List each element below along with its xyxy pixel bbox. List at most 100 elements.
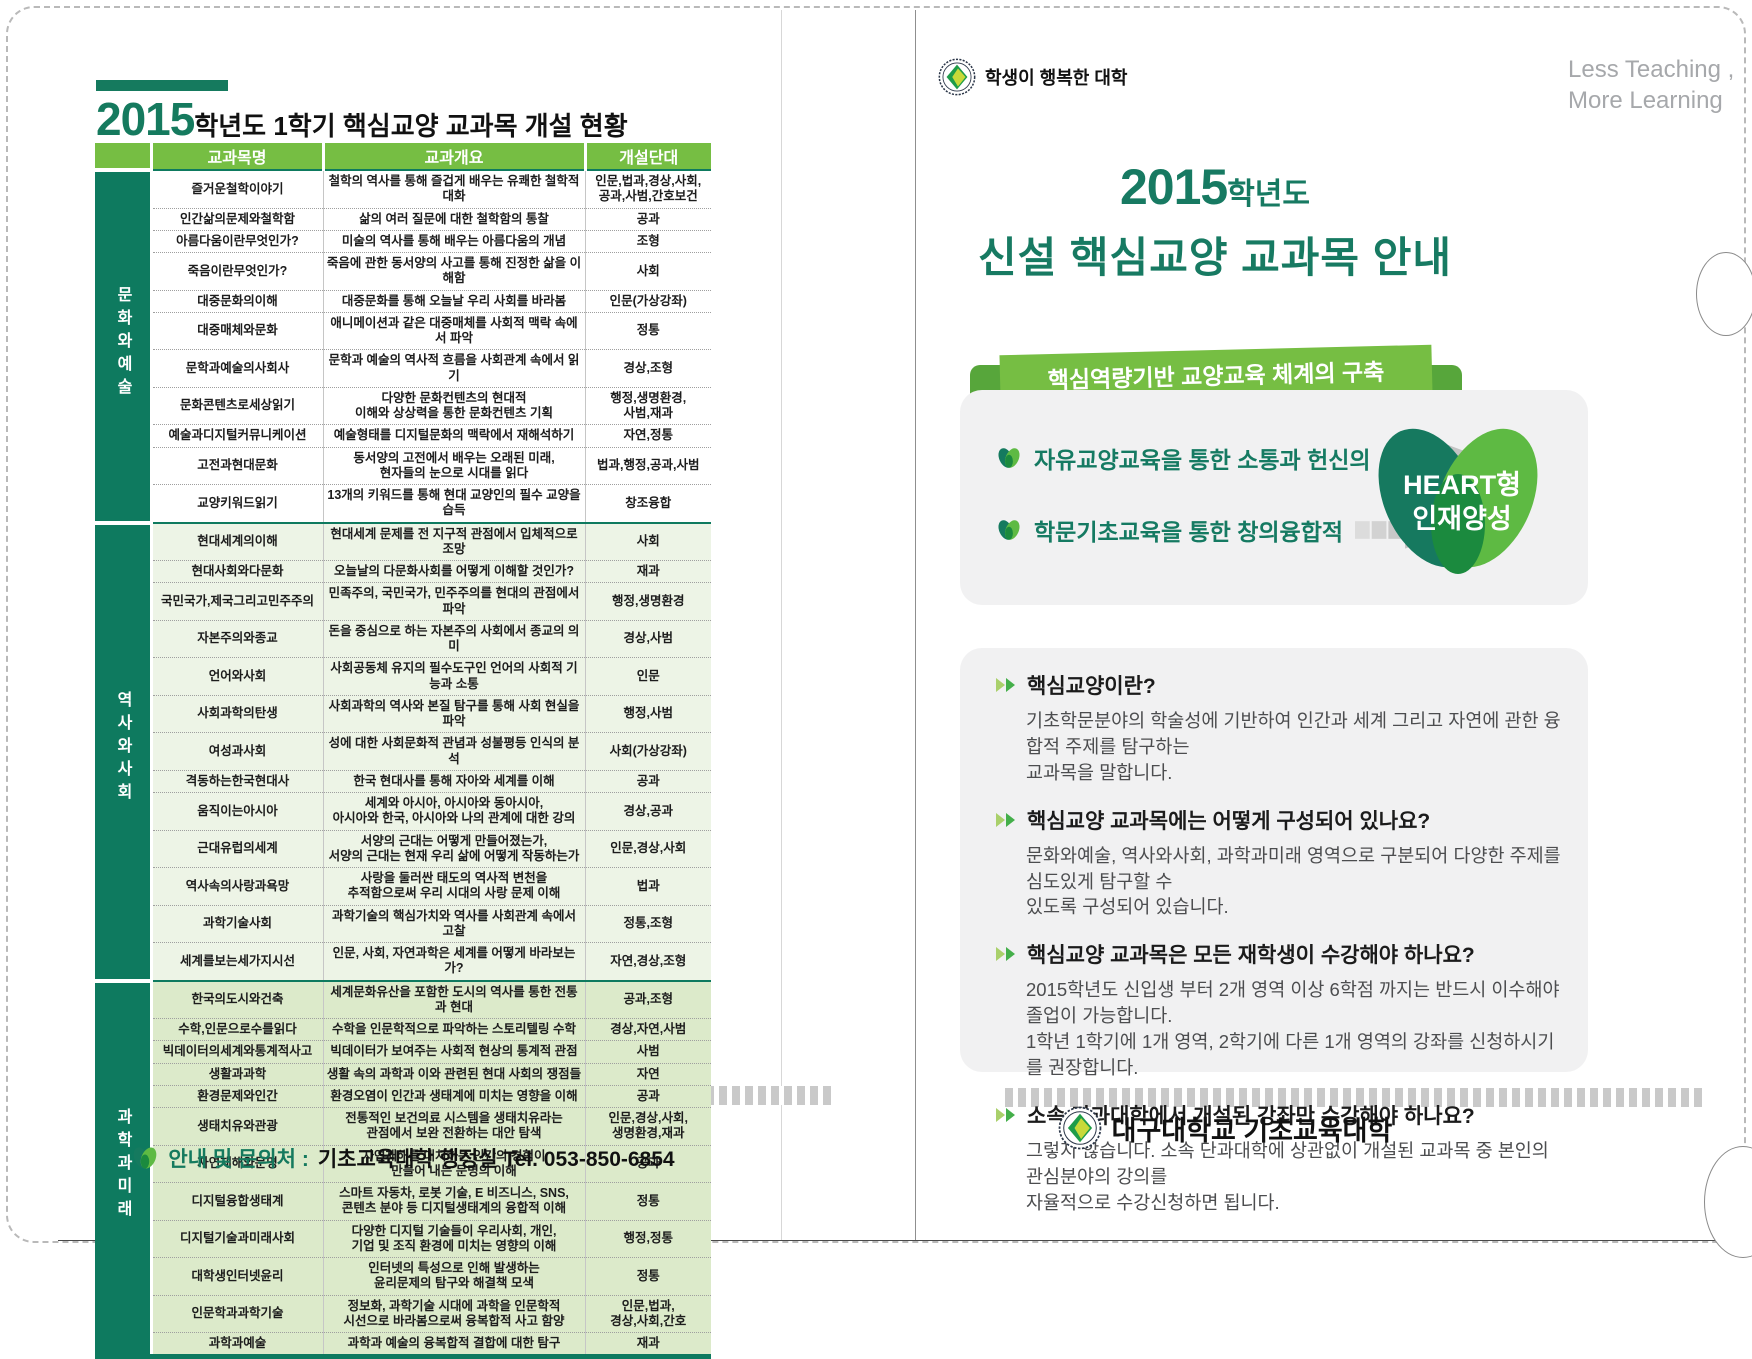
course-desc-cell: 대중문화를 통해 오늘날 우리 사회를 바라봄	[323, 290, 586, 313]
table-row: 역사와사회 현대세계의이해 현대세계 문제를 전 지구적 관점에서 입체적으로 조망…	[95, 520, 711, 983]
course-name-cell: 사회과학의탄생	[151, 695, 324, 734]
course-name-cell: 근대유럽의세계	[151, 830, 324, 868]
header-course-desc: 교과개요	[323, 143, 587, 170]
table-row: 사회과학의탄생 사회과학의 역사와 본질 탐구를 통해 사회 현실을 파악 행정,사…	[95, 695, 711, 734]
course-name-cell: 생태치유와관광	[151, 1107, 324, 1146]
course-college-cell: 자연,경상,조형	[585, 942, 711, 981]
contact-label: 안내 및 문의처 :	[168, 1148, 309, 1171]
folder-corner-notch	[1704, 1146, 1752, 1258]
course-college-cell: 정통,조형	[585, 905, 711, 943]
course-college-cell: 재과	[585, 560, 711, 584]
course-college-cell: 자연	[585, 1063, 711, 1086]
course-table: 교과목명 교과개요 개설단대 문화와예술 즐거운철학이야기 철학의 역사를 통해 즐…	[95, 143, 711, 1359]
course-desc-cell: 사회공동체 유지의 필수도구인 언어의 사회적 기능과 소통	[323, 657, 586, 696]
right-title-line2: 신설 핵심교양 교과목 안내	[977, 234, 1453, 281]
course-college-cell: 행정,생명환경	[585, 582, 711, 621]
slogan-line1: Less Teaching ,	[1568, 56, 1735, 83]
course-name-cell: 수학,인문으로수를읽다	[151, 1018, 324, 1042]
answer-text: 그렇지 않습니다. 소속 단과대학에 상관없이 개설된 교과목 중 본인의 관심…	[1026, 1139, 1549, 1213]
contact-line: 안내 및 문의처 : 기초교육대학 행정실 Tel. 053-850-6854	[95, 1143, 711, 1173]
course-name-cell: 과학과예술	[151, 1332, 324, 1358]
course-desc-cell: 다양한 디지털 기술들이 우리사회, 개인, 기업 및 조직 환경에 미치는 영…	[323, 1220, 586, 1258]
table-row: 환경문제와인간 환경오염이 인간과 생태계에 미치는 영향을 이해 공과	[95, 1085, 711, 1109]
course-desc-cell: 삶의 여러 질문에 대한 철학함의 통찰	[323, 208, 586, 231]
table-row: 문화콘텐츠로세상읽기 다양한 문화컨텐츠의 현대적 이해와 상상력을 통한 문화컨…	[95, 387, 711, 426]
course-college-cell: 정통	[585, 312, 711, 351]
course-college-cell: 인문(가상강좌)	[585, 290, 711, 313]
course-name-cell: 한국의도시와건축	[151, 979, 324, 1019]
slogan: Less Teaching , More Learning	[1568, 55, 1748, 116]
course-college-cell: 인문,경상,사회, 생명환경,재과	[585, 1107, 711, 1146]
course-desc-cell: 생활 속의 과학과 이와 관련된 현대 사회의 쟁점들	[323, 1063, 586, 1086]
table-row: 인문학과과학기술 정보화, 과학기술 시대에 과학을 인문학적 시선으로 바라봄으…	[95, 1295, 711, 1333]
course-desc-cell: 빅데이터가 보여주는 사회적 현상의 통계적 관점	[323, 1040, 586, 1064]
course-desc-cell: 과학기술의 핵심가치와 역사를 사회관계 속에서 고찰	[323, 905, 586, 943]
course-desc-cell: 민족주의, 국민국가, 민주주의를 현대의 관점에서 파악	[323, 582, 586, 621]
qna-list: 핵심교양이란? 기초학문분야의 학술성에 기반하여 인간과 세계 그리고 자연에 …	[995, 670, 1570, 1235]
course-college-cell: 법과,행정,공과,사범	[585, 447, 711, 485]
footer-text: 대구대학교 기초교육대학	[1111, 1115, 1393, 1146]
course-college-cell: 사회	[585, 252, 711, 291]
footer-brand: 대구대학교 기초교육대학	[935, 1106, 1515, 1150]
answer-text: 2015학년도 신입생 부터 2개 영역 이상 6학점 까지는 반드시 이수해야…	[1026, 979, 1560, 1079]
table-row: 여성과사회 성에 대한 사회문화적 관념과 성불평등 인식의 분석 사회(가상강좌)	[95, 732, 711, 771]
page-fold-line	[781, 10, 782, 1240]
course-name-cell: 격동하는한국현대사	[151, 770, 324, 794]
course-desc-cell: 예술형태를 디지털문화의 맥락에서 재해석하기	[323, 424, 586, 448]
title-mid: 학년도 1학기	[194, 111, 343, 141]
course-desc-cell: 현대세계 문제를 전 지구적 관점에서 입체적으로 조망	[323, 521, 586, 561]
heart-diagram-panel: 자유교양교육을 통한 소통과 헌신의 학문기초교육을 통한 창의융합적 HEAR…	[960, 390, 1588, 605]
course-college-cell: 행정,정통	[585, 1220, 711, 1258]
question-text: 핵심교양 교과목에는 어떻게 구성되어 있나요?	[1027, 809, 1431, 833]
double-chevron-icon	[996, 812, 1015, 827]
course-college-cell: 정통	[585, 1182, 711, 1221]
table-row: 역사속의사랑과욕망 사랑을 둘러싼 태도의 역사적 변천을 추적함으로써 우리 시…	[95, 867, 711, 906]
table-row: 움직이는아시아 세계와 아시아, 아시아와 동아시아, 아시아와 한국, 아시아와…	[95, 792, 711, 831]
course-college-cell: 경상,공과	[585, 792, 711, 831]
course-name-cell: 환경문제와인간	[151, 1085, 324, 1109]
course-table-body: 문화와예술 즐거운철학이야기 철학의 역사를 통해 즐겁게 배우는 유쾌한 철학적 …	[95, 168, 711, 1359]
table-row: 대중문화의이해 대중문화를 통해 오늘날 우리 사회를 바라봄 인문(가상강좌)	[95, 290, 711, 313]
header-course-name: 교과목명	[151, 143, 325, 170]
table-row: 빅데이터의세계와통계적사고 빅데이터가 보여주는 사회적 현상의 통계적 관점 사범	[95, 1040, 711, 1064]
double-chevron-icon	[996, 947, 1015, 962]
table-row: 예술과디지털커뮤니케이션 예술형태를 디지털문화의 맥락에서 재해석하기 자연,정통	[95, 424, 711, 448]
course-name-cell: 예술과디지털커뮤니케이션	[151, 424, 324, 448]
course-name-cell: 여성과사회	[151, 732, 324, 771]
right-page-title: 2015학년도 신설 핵심교양 교과목 안내	[935, 158, 1495, 285]
course-name-cell: 인문학과과학기술	[151, 1295, 324, 1333]
course-desc-cell: 돈을 중심으로 하는 자본주의 사회에서 종교의 의미	[323, 620, 586, 659]
right-title-year: 2015	[1119, 159, 1228, 215]
course-name-cell: 역사속의사랑과욕망	[151, 867, 324, 906]
perforation-strip-right	[1005, 1088, 1702, 1107]
qna-item: 소속 단과대학에서 개설된 강좌만 수강해야 하나요? 그렇지 않습니다. 소속 …	[995, 1100, 1570, 1216]
double-chevron-icon	[996, 1107, 1015, 1122]
course-college-cell: 재과	[585, 1332, 711, 1358]
course-college-cell: 정통	[585, 1257, 711, 1296]
double-chevron-icon	[996, 678, 1015, 692]
course-name-cell: 국민국가,제국그리고민주주의	[151, 582, 324, 621]
course-college-cell: 자연,정통	[585, 424, 711, 448]
course-college-cell: 공과,조형	[585, 979, 711, 1019]
heart-logo: HEART형 인재양성	[1358, 412, 1558, 589]
course-name-cell: 대학생인터넷윤리	[151, 1257, 324, 1296]
course-name-cell: 움직이는아시아	[151, 792, 324, 831]
table-row: 대학생인터넷윤리 인터넷의 특성으로 인해 발생하는 윤리문제의 탐구와 해결책 …	[95, 1257, 711, 1296]
contact-value: 기초교육대학 행정실 Tel. 053-850-6854	[317, 1148, 675, 1171]
course-name-cell: 현대세계의이해	[151, 521, 324, 561]
course-desc-cell: 정보화, 과학기술 시대에 과학을 인문학적 시선으로 바라봄으로써 융복합적 …	[323, 1295, 586, 1333]
folder-bottom-edge	[58, 1240, 1746, 1241]
course-college-cell: 공과	[585, 1145, 711, 1183]
course-name-cell: 대중매체와문화	[151, 312, 324, 351]
course-desc-cell: 동서양의 고전에서 배우는 오래된 미래, 현자들의 눈으로 시대를 읽다	[323, 447, 586, 485]
table-row: 과학과미래 한국의도시와건축 세계문화유산을 포함한 도시의 역사를 통한 전통과 …	[95, 978, 711, 1359]
course-desc-cell: 13개의 키워드를 통해 현대 교양인의 필수 교양을 습득	[323, 484, 586, 523]
course-name-cell: 고전과현대문화	[151, 447, 324, 485]
course-name-cell: 현대사회와다문화	[151, 560, 324, 584]
course-name-cell: 빅데이터의세계와통계적사고	[151, 1040, 324, 1064]
qna-panel	[960, 648, 1588, 1072]
table-row: 죽음이란무엇인가? 죽음에 관한 동서양의 사고를 통해 진정한 삶을 이해함 사회	[95, 252, 711, 291]
course-name-cell: 생활과과학	[151, 1063, 324, 1086]
course-name-cell: 인간삶의문제와철학함	[151, 208, 324, 231]
folder-thumb-notch	[1696, 252, 1752, 336]
